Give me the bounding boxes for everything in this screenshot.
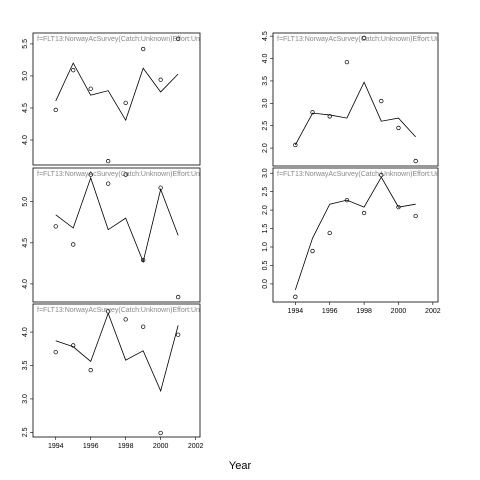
line bbox=[294, 81, 416, 146]
point bbox=[88, 368, 93, 373]
line bbox=[294, 176, 416, 290]
x-tick-label: 1998 bbox=[118, 443, 134, 450]
y-tick-label: 4.5 bbox=[262, 31, 269, 41]
y-tick-label: 3.0 bbox=[22, 394, 29, 404]
point bbox=[53, 349, 58, 355]
point bbox=[361, 35, 367, 41]
point bbox=[106, 181, 111, 186]
point bbox=[293, 142, 298, 148]
x-tick-label: 2002 bbox=[425, 308, 441, 315]
panel: f=FLT13:NorwayAcSurvey(Catch:Unknown)Eff… bbox=[262, 31, 440, 167]
point bbox=[158, 430, 163, 436]
x-tick-label: 2000 bbox=[391, 308, 407, 315]
point bbox=[175, 36, 181, 41]
point bbox=[413, 158, 418, 164]
x-axis-label: Year bbox=[229, 460, 252, 472]
point bbox=[310, 110, 315, 115]
point bbox=[175, 294, 181, 300]
x-tick-label: 1994 bbox=[288, 308, 304, 315]
x-tick-label: 2000 bbox=[153, 443, 169, 450]
point bbox=[106, 159, 111, 164]
line bbox=[55, 176, 179, 264]
x-tick-label: 1994 bbox=[48, 443, 64, 450]
point bbox=[310, 248, 315, 254]
point bbox=[123, 317, 128, 322]
x-tick-label: 2002 bbox=[188, 443, 204, 450]
x-tick-label: 1998 bbox=[356, 308, 372, 315]
panel-title: f=FLT13:NorwayAcSurvey(Catch:Unknown)Eff… bbox=[277, 36, 440, 43]
y-tick-label: 4.0 bbox=[22, 327, 29, 337]
point bbox=[53, 107, 58, 113]
y-tick-label: 4.0 bbox=[22, 279, 29, 289]
point bbox=[123, 172, 128, 177]
panel-title: f=FLT13:NorwayAcSurvey(Catch:Unknown)Eff… bbox=[37, 36, 200, 43]
y-tick-label: 2.5 bbox=[262, 187, 269, 197]
y-tick-label: 0.0 bbox=[262, 279, 269, 289]
point bbox=[53, 224, 58, 229]
y-tick-label: 3.5 bbox=[22, 361, 29, 371]
y-tick-label: 5.0 bbox=[22, 71, 29, 81]
point bbox=[344, 59, 350, 65]
point bbox=[141, 324, 146, 329]
point bbox=[141, 46, 146, 52]
point bbox=[88, 172, 93, 177]
y-tick-label: 5.5 bbox=[22, 39, 29, 49]
panel-frame bbox=[272, 32, 439, 167]
point bbox=[158, 77, 163, 82]
point bbox=[327, 230, 332, 236]
panel-title: f=FLT13:NorwayAcSurvey(Catch:Unknown)Eff… bbox=[37, 307, 200, 314]
y-tick-label: 4.5 bbox=[22, 238, 29, 248]
x-tick-label: 1996 bbox=[322, 308, 338, 315]
y-tick-label: 3.5 bbox=[262, 76, 269, 86]
point bbox=[71, 242, 76, 247]
panel: f=FLT13:NorwayAcSurvey(Catch:Unknown)Eff… bbox=[22, 32, 201, 166]
panel-title: f=FLT13:NorwayAcSurvey(Catch:Unknown)Eff… bbox=[37, 171, 200, 178]
panel: f=FLT13:NorwayAcSurvey(Catch:Unknown)Eff… bbox=[262, 167, 441, 315]
y-tick-label: 4.0 bbox=[262, 54, 269, 64]
point bbox=[327, 114, 332, 119]
y-tick-label: 1.0 bbox=[262, 242, 269, 252]
y-tick-label: 2.0 bbox=[262, 205, 269, 215]
y-tick-label: 3.0 bbox=[262, 98, 269, 108]
point bbox=[123, 100, 128, 105]
y-tick-label: 2.5 bbox=[22, 427, 29, 437]
point bbox=[344, 197, 350, 203]
panel-frame bbox=[272, 167, 439, 303]
line bbox=[55, 312, 179, 393]
point bbox=[413, 213, 418, 219]
x-tick-label: 1996 bbox=[83, 443, 99, 450]
panel-frame bbox=[32, 303, 201, 438]
panel-frame bbox=[32, 167, 201, 303]
y-tick-label: 2.5 bbox=[262, 121, 269, 131]
panel-title: f=FLT13:NorwayAcSurvey(Catch:Unknown)Eff… bbox=[277, 171, 440, 178]
y-tick-label: 1.5 bbox=[262, 224, 269, 234]
panel: f=FLT13:NorwayAcSurvey(Catch:Unknown)Eff… bbox=[22, 167, 201, 303]
point bbox=[379, 98, 384, 104]
point bbox=[361, 210, 367, 216]
point bbox=[293, 294, 298, 299]
point bbox=[71, 68, 76, 73]
panel: f=FLT13:NorwayAcSurvey(Catch:Unknown)Eff… bbox=[22, 303, 204, 450]
y-tick-label: 0.5 bbox=[262, 260, 269, 270]
y-tick-label: 2.0 bbox=[262, 143, 269, 153]
y-tick-label: 3.0 bbox=[262, 168, 269, 178]
y-tick-label: 4.0 bbox=[22, 135, 29, 145]
point bbox=[175, 332, 181, 337]
y-tick-label: 5.0 bbox=[22, 197, 29, 207]
point bbox=[396, 125, 401, 131]
point bbox=[88, 86, 93, 91]
panel-frame bbox=[32, 32, 201, 166]
y-tick-label: 4.5 bbox=[22, 103, 29, 113]
line bbox=[55, 62, 179, 122]
